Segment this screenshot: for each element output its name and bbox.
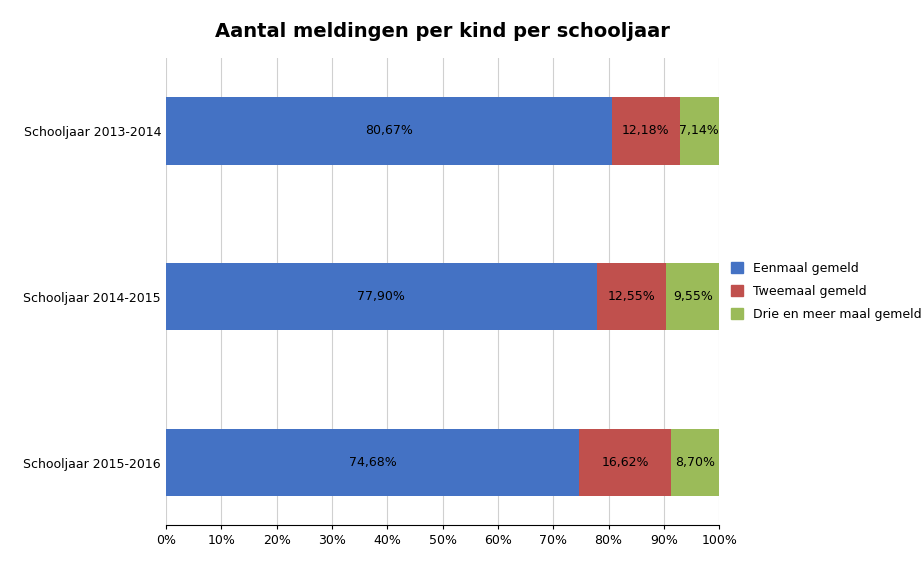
Bar [166,97,612,164]
Bar [166,429,579,496]
Text: 9,55%: 9,55% [673,290,713,303]
Bar [680,97,719,164]
Bar [166,263,597,331]
Text: 12,55%: 12,55% [608,290,656,303]
Bar [671,429,719,496]
Bar [612,97,680,164]
Text: 7,14%: 7,14% [680,124,719,138]
Text: 74,68%: 74,68% [349,456,396,469]
Text: 12,18%: 12,18% [622,124,669,138]
Text: 77,90%: 77,90% [358,290,406,303]
Text: 80,67%: 80,67% [365,124,413,138]
Bar [579,429,671,496]
Title: Aantal meldingen per kind per schooljaar: Aantal meldingen per kind per schooljaar [215,23,670,41]
Text: 8,70%: 8,70% [675,456,715,469]
Legend: Eenmaal gemeld, Tweemaal gemeld, Drie en meer maal gemeld: Eenmaal gemeld, Tweemaal gemeld, Drie en… [731,262,922,321]
Bar [667,263,719,331]
Text: 16,62%: 16,62% [601,456,649,469]
Bar [597,263,667,331]
